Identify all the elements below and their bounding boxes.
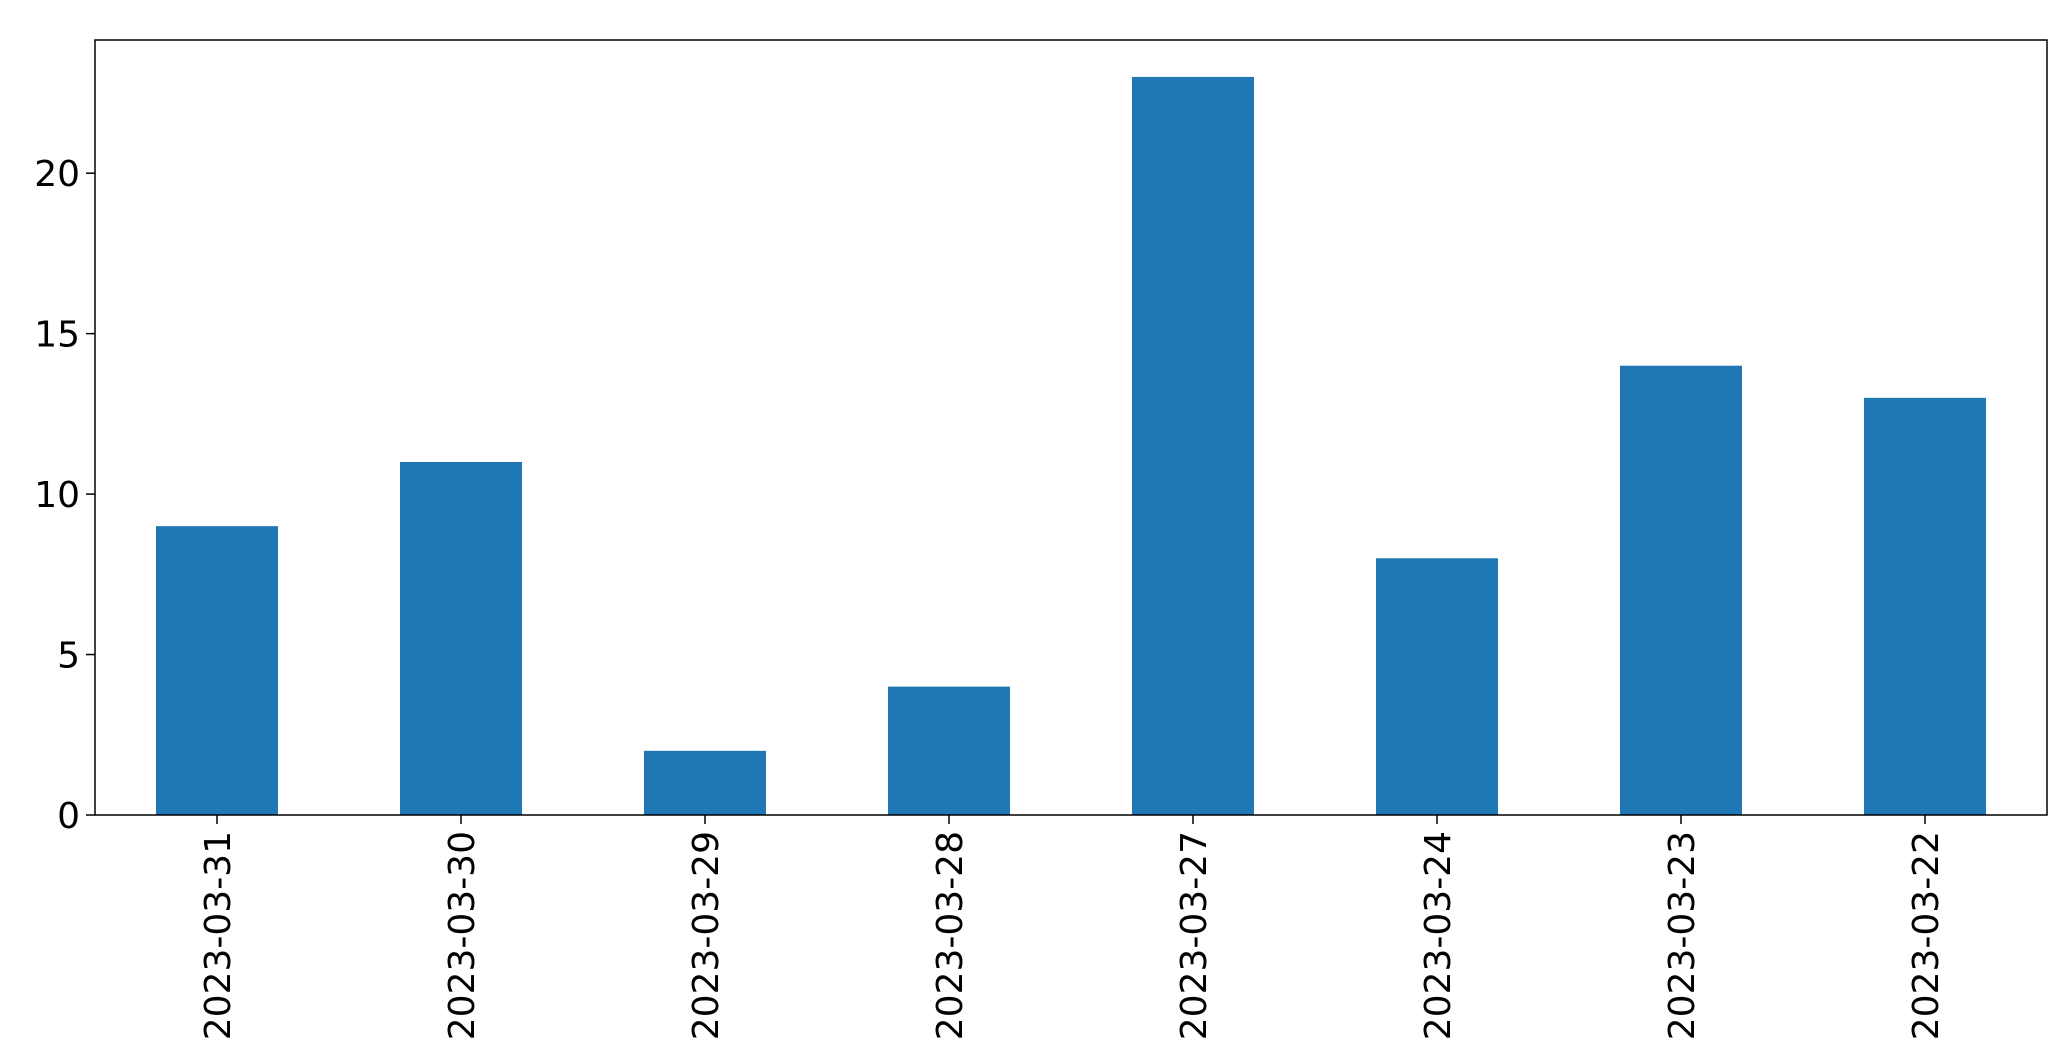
bar-2023-03-30 [400, 461, 522, 815]
x-tick-label: 2023-03-29 [686, 831, 727, 1040]
y-axis: 0 5 10 15 20 [34, 154, 95, 837]
x-tick-label: 2023-03-27 [1174, 831, 1215, 1040]
y-tick-label: 20 [34, 154, 80, 195]
bar-2023-03-22 [1864, 397, 1986, 815]
bar-2023-03-29 [644, 750, 766, 815]
bar-2023-03-23 [1620, 365, 1742, 815]
bar-2023-03-28 [888, 686, 1010, 815]
x-tick-label: 2023-03-28 [930, 831, 971, 1040]
y-tick-label: 10 [34, 475, 80, 516]
x-axis: 2023-03-31 2023-03-30 2023-03-29 2023-03-28… [198, 815, 1947, 1040]
y-tick-label: 15 [34, 315, 80, 356]
bars-group [156, 76, 1986, 815]
bar-2023-03-24 [1376, 558, 1498, 815]
x-tick-label: 2023-03-31 [198, 831, 239, 1040]
bar-2023-03-27 [1132, 76, 1254, 815]
plot-frame [94, 39, 2048, 816]
y-tick-label: 5 [57, 636, 80, 677]
y-tick-label: 0 [57, 796, 80, 837]
x-tick-label: 2023-03-23 [1662, 831, 1703, 1040]
bar-2023-03-31 [156, 526, 278, 815]
x-tick-label: 2023-03-22 [1906, 831, 1947, 1040]
x-tick-label: 2023-03-24 [1418, 831, 1459, 1040]
x-tick-label: 2023-03-30 [442, 831, 483, 1040]
